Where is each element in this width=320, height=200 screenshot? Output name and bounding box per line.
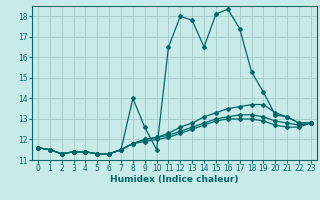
X-axis label: Humidex (Indice chaleur): Humidex (Indice chaleur) [110, 175, 239, 184]
